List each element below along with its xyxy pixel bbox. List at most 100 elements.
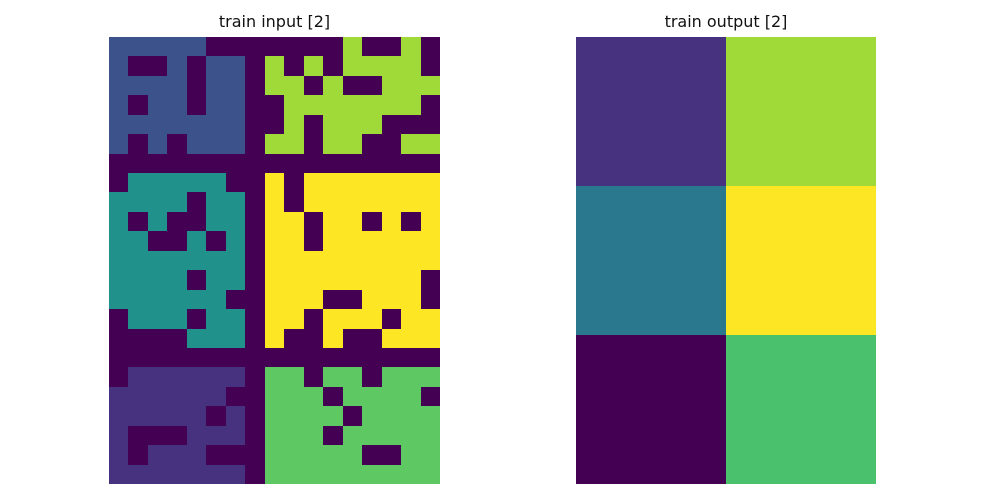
grid-cell	[323, 153, 343, 174]
grid-cell	[186, 347, 207, 368]
grid-cell	[342, 464, 363, 484]
grid-cell	[206, 445, 226, 465]
grid-cell	[264, 211, 285, 232]
grid-cell	[264, 173, 285, 193]
grid-cell	[420, 464, 440, 484]
grid-cell	[186, 445, 207, 465]
grid-cell	[225, 153, 246, 174]
grid-cell	[186, 75, 207, 96]
grid-cell	[323, 386, 343, 407]
grid-cell	[206, 75, 226, 96]
grid-cell	[401, 250, 421, 271]
grid-cell	[206, 134, 226, 154]
grid-cell	[206, 289, 226, 310]
grid-cell	[323, 406, 343, 426]
grid-cell	[401, 425, 421, 446]
grid-cell	[245, 37, 265, 57]
grid-cell	[303, 37, 324, 57]
grid-cell	[167, 173, 187, 193]
grid-cell	[264, 406, 285, 426]
grid-cell	[323, 347, 343, 368]
grid-cell	[420, 250, 440, 271]
grid-cell	[245, 425, 265, 446]
grid-cell	[381, 37, 402, 57]
grid-cell	[362, 289, 382, 310]
grid-cell	[128, 406, 148, 426]
grid-cell	[284, 270, 304, 290]
grid-cell	[303, 153, 324, 174]
train-input-grid	[109, 37, 440, 484]
grid-cell	[401, 231, 421, 251]
grid-cell	[264, 289, 285, 310]
grid-cell	[381, 134, 402, 154]
grid-cell	[323, 134, 343, 154]
grid-cell	[381, 192, 402, 212]
grid-cell	[342, 289, 363, 310]
grid-cell	[323, 367, 343, 387]
grid-cell	[128, 211, 148, 232]
grid-cell	[381, 114, 402, 135]
grid-cell	[420, 114, 440, 135]
grid-cell	[420, 173, 440, 193]
grid-cell	[186, 231, 207, 251]
grid-cell	[284, 367, 304, 387]
grid-cell	[264, 250, 285, 271]
grid-cell	[303, 425, 324, 446]
grid-cell	[381, 386, 402, 407]
grid-cell	[576, 335, 726, 484]
grid-cell	[109, 367, 129, 387]
grid-cell	[284, 289, 304, 310]
grid-cell	[323, 231, 343, 251]
grid-cell	[128, 56, 148, 76]
grid-cell	[186, 211, 207, 232]
grid-cell	[381, 347, 402, 368]
grid-cell	[323, 328, 343, 348]
grid-cell	[245, 173, 265, 193]
grid-cell	[303, 211, 324, 232]
grid-cell	[362, 386, 382, 407]
grid-cell	[245, 464, 265, 484]
grid-cell	[186, 153, 207, 174]
grid-cell	[109, 56, 129, 76]
grid-cell	[362, 250, 382, 271]
grid-cell	[284, 153, 304, 174]
grid-cell	[264, 367, 285, 387]
grid-cell	[381, 153, 402, 174]
grid-cell	[420, 347, 440, 368]
grid-cell	[109, 250, 129, 271]
grid-cell	[147, 173, 168, 193]
grid-cell	[245, 328, 265, 348]
grid-cell	[167, 153, 187, 174]
grid-cell	[726, 37, 876, 186]
grid-cell	[420, 153, 440, 174]
grid-cell	[245, 56, 265, 76]
grid-cell	[147, 328, 168, 348]
grid-cell	[726, 186, 876, 335]
grid-cell	[147, 192, 168, 212]
grid-cell	[167, 250, 187, 271]
grid-cell	[128, 153, 148, 174]
grid-cell	[186, 56, 207, 76]
grid-cell	[342, 425, 363, 446]
grid-cell	[303, 445, 324, 465]
grid-cell	[420, 211, 440, 232]
grid-cell	[225, 270, 246, 290]
grid-cell	[206, 250, 226, 271]
grid-cell	[401, 211, 421, 232]
grid-cell	[303, 328, 324, 348]
grid-cell	[284, 464, 304, 484]
grid-cell	[225, 406, 246, 426]
grid-cell	[167, 309, 187, 329]
grid-cell	[342, 192, 363, 212]
grid-cell	[225, 37, 246, 57]
grid-cell	[303, 270, 324, 290]
grid-cell	[264, 95, 285, 115]
grid-cell	[167, 134, 187, 154]
grid-cell	[147, 95, 168, 115]
grid-cell	[303, 347, 324, 368]
grid-cell	[284, 328, 304, 348]
grid-cell	[264, 192, 285, 212]
grid-cell	[284, 192, 304, 212]
grid-cell	[225, 75, 246, 96]
grid-cell	[381, 406, 402, 426]
